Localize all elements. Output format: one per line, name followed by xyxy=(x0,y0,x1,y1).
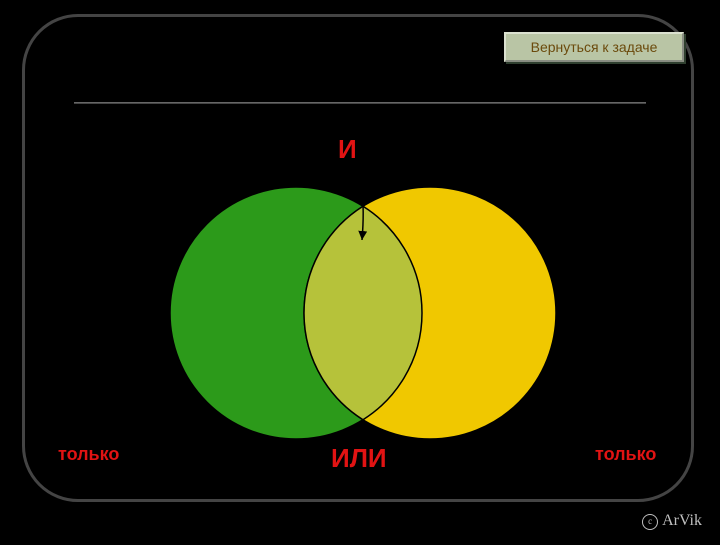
divider xyxy=(74,102,646,104)
label-or: ИЛИ xyxy=(331,443,387,474)
label-only-left: только xyxy=(58,444,119,465)
label-only-right: только xyxy=(595,444,656,465)
venn-circle-right xyxy=(304,187,556,439)
copyright-icon: c xyxy=(642,514,658,530)
label-and: И xyxy=(338,134,357,165)
back-to-task-button[interactable]: Вернуться к задаче xyxy=(504,32,684,62)
watermark: cArVik xyxy=(642,512,702,530)
